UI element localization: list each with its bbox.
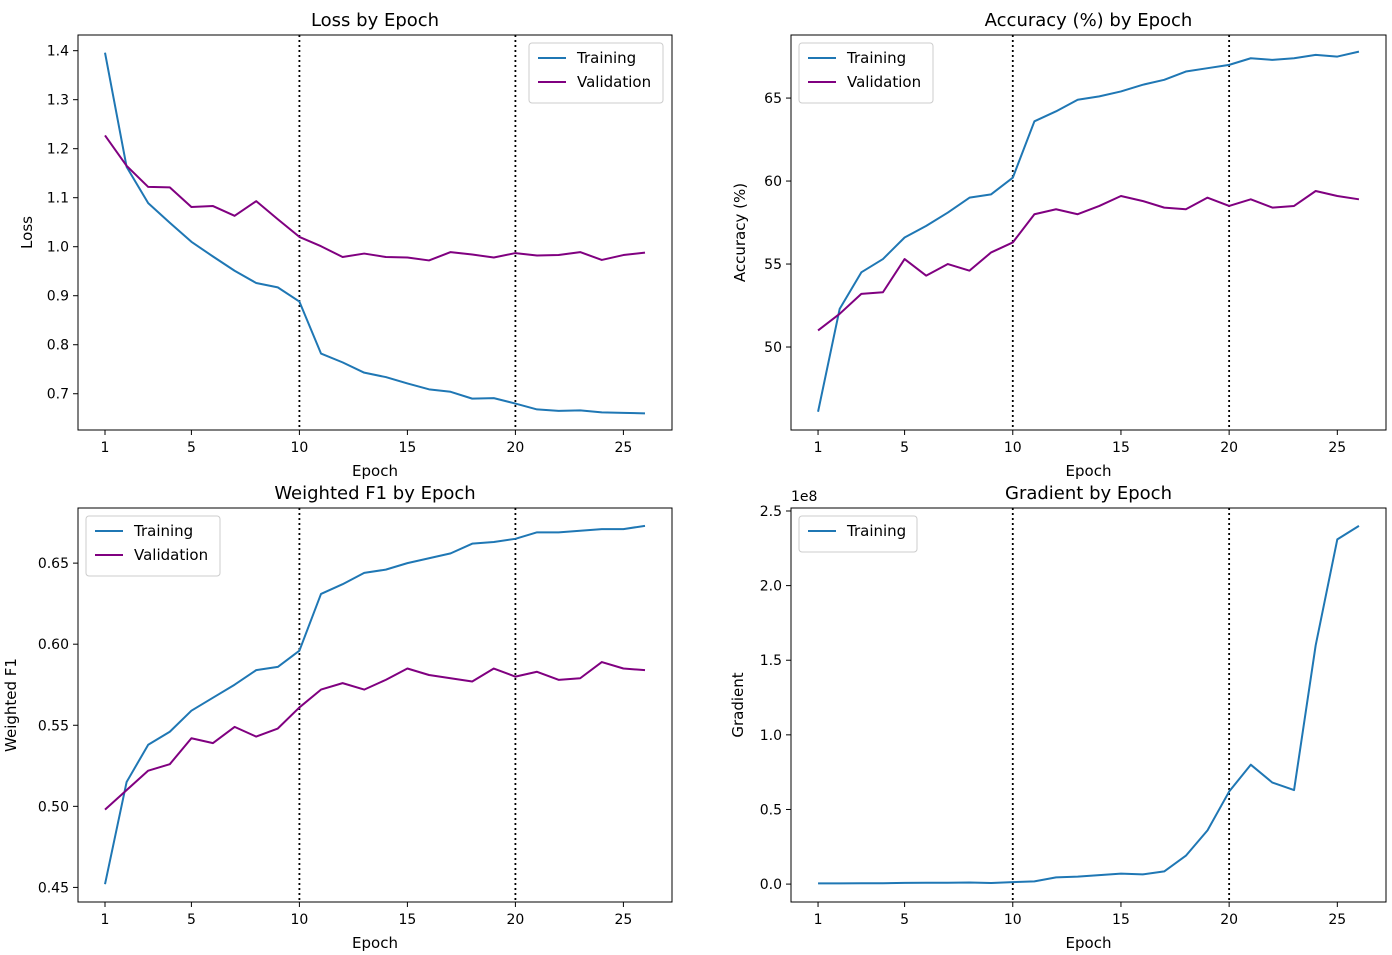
y-axis-label: Gradient (729, 672, 747, 737)
x-tick-label: 10 (1004, 912, 1022, 928)
legend-label-training: Training (846, 522, 906, 540)
y-tick-label: 0.7 (47, 387, 69, 403)
y-tick-label: 0.8 (47, 338, 69, 354)
y-offset-label: 1e8 (791, 489, 817, 505)
y-tick-label: 0.65 (38, 556, 69, 572)
chart-title: Weighted F1 by Epoch (274, 483, 475, 504)
legend-label-validation: Validation (847, 73, 921, 91)
y-axis-label: Loss (18, 216, 36, 249)
x-tick-label: 1 (814, 912, 823, 928)
series-line-training (818, 525, 1360, 885)
y-tick-label: 2.0 (760, 579, 782, 595)
y-tick-label: 2.5 (760, 504, 782, 520)
y-tick-label: 50 (764, 340, 782, 356)
y-tick-label: 0.60 (38, 637, 69, 653)
x-tick-label: 1 (101, 912, 110, 928)
x-tick-label: 25 (1328, 912, 1346, 928)
series-line-training (817, 50, 1360, 412)
y-tick-label: 0.50 (38, 799, 69, 815)
x-tick-label: 15 (398, 440, 416, 456)
y-tick-label: 0.0 (760, 877, 782, 893)
x-tick-label: 10 (1004, 440, 1022, 456)
x-tick-label: 1 (814, 440, 823, 456)
x-tick-label: 20 (506, 440, 524, 456)
axes-frame (77, 34, 673, 431)
x-axis-label: Epoch (1066, 462, 1112, 480)
legend-label-validation: Validation (134, 546, 208, 564)
legend: Training Validation (85, 515, 221, 577)
y-tick-label: 0.9 (47, 289, 69, 305)
legend-label-training: Training (576, 49, 636, 67)
series-line-validation (104, 134, 646, 262)
x-tick-label: 25 (1328, 440, 1346, 456)
x-tick-label: 5 (187, 440, 196, 456)
y-tick-label: 0.55 (38, 718, 69, 734)
axes-frame (790, 34, 1387, 431)
y-tick-label: 65 (764, 91, 782, 107)
legend-label-training: Training (846, 49, 906, 67)
x-tick-label: 5 (900, 440, 909, 456)
y-tick-label: 60 (764, 174, 782, 190)
y-tick-label: 1.0 (760, 728, 782, 744)
x-tick-label: 20 (1220, 912, 1238, 928)
y-tick-label: 1.5 (760, 653, 782, 669)
x-axis-label: Epoch (1066, 934, 1112, 952)
legend-label-training: Training (133, 522, 193, 540)
y-axis-label: Accuracy (%) (731, 183, 749, 282)
series-line-training (104, 524, 646, 885)
legend: Training Validation (528, 42, 664, 104)
x-tick-label: 5 (900, 912, 909, 928)
y-tick-label: 1.1 (47, 191, 69, 207)
axes-frame (790, 507, 1387, 903)
y-tick-label: 0.5 (760, 802, 782, 818)
legend: Training (798, 515, 918, 553)
y-tick-label: 55 (764, 257, 782, 273)
x-tick-label: 25 (614, 912, 632, 928)
x-tick-label: 15 (1112, 440, 1130, 456)
series-line-validation (104, 661, 646, 811)
y-tick-label: 0.45 (38, 880, 69, 896)
series-line-training (104, 52, 646, 415)
x-axis-label: Epoch (352, 462, 398, 480)
x-tick-label: 1 (101, 440, 110, 456)
x-tick-label: 25 (614, 440, 632, 456)
x-tick-label: 20 (1220, 440, 1238, 456)
x-tick-label: 15 (398, 912, 416, 928)
y-tick-label: 1.2 (47, 142, 69, 158)
legend-box (798, 515, 918, 553)
x-axis-label: Epoch (352, 934, 398, 952)
y-axis-label: Weighted F1 (2, 658, 20, 752)
series-line-validation (817, 190, 1360, 332)
chart-title: Accuracy (%) by Epoch (985, 10, 1193, 31)
chart-title: Loss by Epoch (311, 10, 439, 31)
x-tick-label: 15 (1112, 912, 1130, 928)
x-tick-label: 10 (290, 912, 308, 928)
chart-title: Gradient by Epoch (1005, 483, 1172, 504)
x-tick-label: 5 (187, 912, 196, 928)
axes-frame (77, 507, 673, 903)
y-tick-label: 1.3 (47, 93, 69, 109)
y-tick-label: 1.0 (47, 240, 69, 256)
legend: Training Validation (798, 42, 934, 104)
x-tick-label: 20 (506, 912, 524, 928)
legend-label-validation: Validation (577, 73, 651, 91)
x-tick-label: 10 (290, 440, 308, 456)
y-tick-label: 1.4 (47, 44, 69, 60)
